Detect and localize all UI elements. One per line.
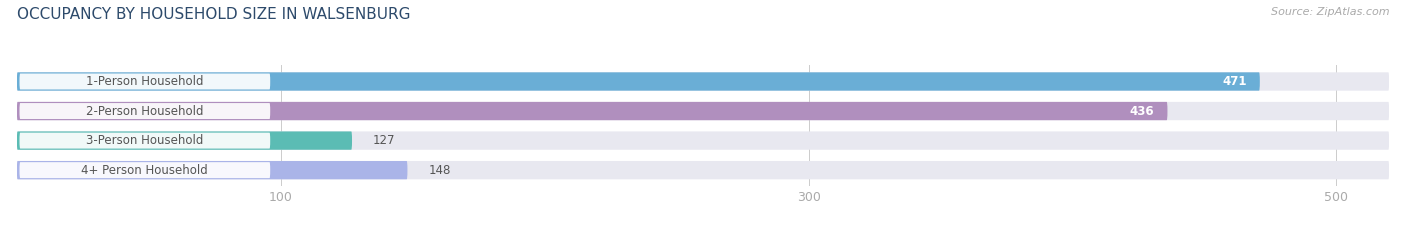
FancyBboxPatch shape — [17, 131, 352, 150]
Text: 3-Person Household: 3-Person Household — [86, 134, 204, 147]
Text: 471: 471 — [1222, 75, 1247, 88]
FancyBboxPatch shape — [17, 72, 1389, 91]
FancyBboxPatch shape — [17, 161, 1389, 179]
FancyBboxPatch shape — [17, 131, 1389, 150]
FancyBboxPatch shape — [20, 103, 270, 119]
Text: 1-Person Household: 1-Person Household — [86, 75, 204, 88]
FancyBboxPatch shape — [20, 162, 270, 178]
Text: 127: 127 — [373, 134, 395, 147]
Text: 2-Person Household: 2-Person Household — [86, 105, 204, 117]
Text: OCCUPANCY BY HOUSEHOLD SIZE IN WALSENBURG: OCCUPANCY BY HOUSEHOLD SIZE IN WALSENBUR… — [17, 7, 411, 22]
FancyBboxPatch shape — [20, 133, 270, 149]
FancyBboxPatch shape — [20, 74, 270, 89]
FancyBboxPatch shape — [17, 102, 1389, 120]
Text: Source: ZipAtlas.com: Source: ZipAtlas.com — [1271, 7, 1389, 17]
FancyBboxPatch shape — [17, 102, 1167, 120]
Text: 148: 148 — [429, 164, 451, 177]
FancyBboxPatch shape — [17, 72, 1260, 91]
FancyBboxPatch shape — [17, 161, 408, 179]
Text: 436: 436 — [1129, 105, 1154, 117]
Text: 4+ Person Household: 4+ Person Household — [82, 164, 208, 177]
